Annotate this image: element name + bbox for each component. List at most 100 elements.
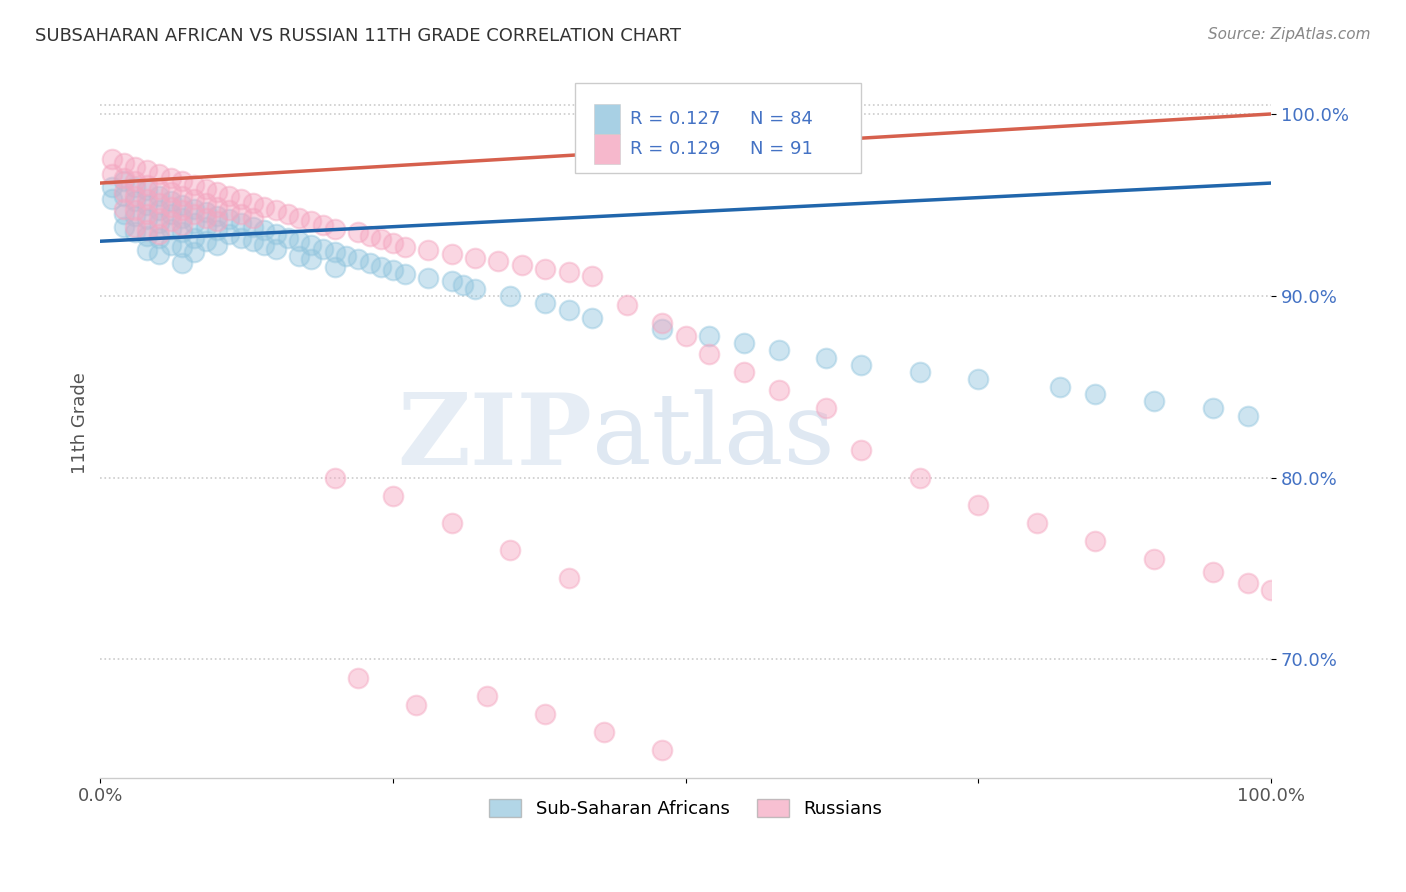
Point bbox=[299, 238, 322, 252]
Point bbox=[405, 698, 427, 712]
Point bbox=[183, 216, 205, 230]
Point bbox=[453, 277, 475, 292]
Text: atlas: atlas bbox=[592, 389, 835, 485]
Point bbox=[347, 671, 370, 685]
Point bbox=[172, 218, 194, 232]
Point bbox=[124, 194, 146, 209]
Point bbox=[112, 156, 135, 170]
Point bbox=[101, 153, 124, 167]
Point bbox=[440, 516, 463, 530]
Point bbox=[347, 252, 370, 267]
Point bbox=[159, 170, 181, 185]
Point bbox=[242, 219, 264, 234]
Point bbox=[277, 207, 299, 221]
Point bbox=[112, 188, 135, 202]
Point bbox=[382, 489, 405, 503]
Point bbox=[136, 183, 159, 197]
Point bbox=[112, 174, 135, 188]
Point bbox=[136, 223, 159, 237]
Point bbox=[534, 706, 557, 721]
Point bbox=[124, 188, 146, 202]
Point bbox=[394, 267, 416, 281]
Point bbox=[733, 365, 755, 379]
Point bbox=[218, 227, 240, 241]
Point bbox=[229, 230, 252, 244]
Point bbox=[768, 384, 790, 398]
Point bbox=[172, 256, 194, 270]
Point bbox=[486, 254, 509, 268]
Point bbox=[264, 203, 287, 218]
Point bbox=[194, 219, 217, 234]
Point bbox=[815, 351, 838, 365]
Point bbox=[183, 193, 205, 207]
Point bbox=[159, 200, 181, 214]
Point bbox=[124, 179, 146, 194]
Point bbox=[616, 298, 638, 312]
Y-axis label: 11th Grade: 11th Grade bbox=[72, 372, 89, 474]
Point bbox=[418, 270, 440, 285]
Point bbox=[1084, 387, 1107, 401]
Point bbox=[534, 296, 557, 310]
Point bbox=[851, 443, 873, 458]
Point bbox=[207, 185, 229, 199]
Point bbox=[136, 163, 159, 178]
Point bbox=[464, 251, 486, 265]
Point bbox=[323, 470, 346, 484]
Point bbox=[592, 725, 614, 739]
Point bbox=[264, 242, 287, 256]
Point bbox=[207, 223, 229, 237]
Point bbox=[136, 198, 159, 212]
Point bbox=[733, 336, 755, 351]
Point bbox=[967, 372, 990, 386]
Point bbox=[242, 211, 264, 225]
Point bbox=[299, 214, 322, 228]
FancyBboxPatch shape bbox=[595, 104, 620, 134]
Point bbox=[101, 193, 124, 207]
Point bbox=[323, 260, 346, 274]
Point bbox=[148, 181, 170, 195]
Point bbox=[101, 179, 124, 194]
Legend: Sub-Saharan Africans, Russians: Sub-Saharan Africans, Russians bbox=[482, 791, 890, 825]
Point bbox=[148, 230, 170, 244]
Point bbox=[651, 316, 673, 330]
Point bbox=[651, 321, 673, 335]
Point bbox=[207, 200, 229, 214]
Point bbox=[768, 343, 790, 358]
Point bbox=[581, 310, 603, 325]
Point bbox=[159, 194, 181, 209]
Point bbox=[148, 216, 170, 230]
Point bbox=[1236, 409, 1258, 423]
Point bbox=[475, 689, 498, 703]
Point bbox=[172, 203, 194, 218]
Point bbox=[697, 347, 720, 361]
Point bbox=[299, 252, 322, 267]
Point bbox=[194, 205, 217, 219]
Point bbox=[136, 244, 159, 258]
Point bbox=[288, 234, 311, 248]
Point bbox=[908, 470, 931, 484]
Point bbox=[312, 242, 335, 256]
Point bbox=[136, 193, 159, 207]
Point bbox=[323, 245, 346, 260]
Point bbox=[229, 193, 252, 207]
Point bbox=[112, 185, 135, 199]
FancyBboxPatch shape bbox=[595, 134, 620, 163]
Point bbox=[124, 219, 146, 234]
Point bbox=[499, 289, 522, 303]
Point bbox=[253, 200, 276, 214]
Point bbox=[359, 256, 381, 270]
Point bbox=[908, 365, 931, 379]
Point bbox=[697, 328, 720, 343]
Point bbox=[172, 211, 194, 225]
Point bbox=[218, 203, 240, 218]
Point bbox=[136, 178, 159, 192]
Point bbox=[183, 207, 205, 221]
Text: R = 0.129: R = 0.129 bbox=[630, 140, 720, 158]
Point bbox=[382, 263, 405, 277]
Point bbox=[136, 228, 159, 243]
Point bbox=[370, 260, 392, 274]
Point bbox=[124, 160, 146, 174]
Point bbox=[1201, 401, 1223, 416]
Point bbox=[101, 167, 124, 181]
Point bbox=[242, 234, 264, 248]
